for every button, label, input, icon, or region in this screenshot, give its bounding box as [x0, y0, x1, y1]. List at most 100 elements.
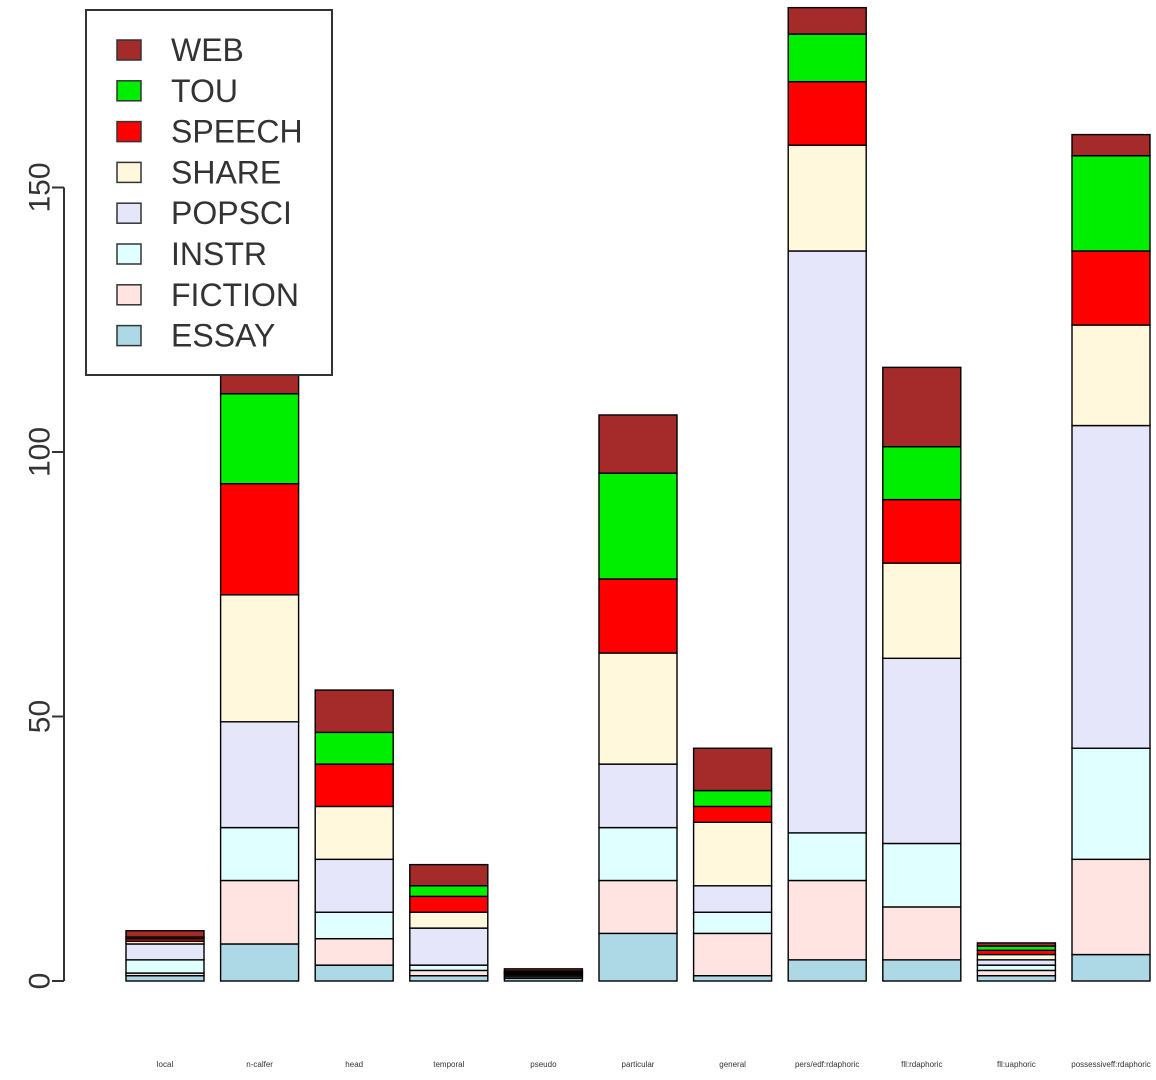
- legend-label-web: WEB: [171, 32, 244, 68]
- bar-n-calfer-instr: [219, 826, 300, 882]
- bar-fll-rdaphoric-speech: [882, 498, 962, 564]
- bar-particular-essay: [598, 932, 678, 982]
- bar-fll-rdaphoric-popsci: [882, 657, 962, 845]
- bar-temporal-instr: [409, 964, 489, 972]
- bar-possessiveff-rdaphoric-share: [1071, 324, 1151, 427]
- bar-possessiveff-rdaphoric-web: [1071, 133, 1151, 157]
- bar-temporal-essay: [409, 975, 489, 982]
- bar-n-calfer-essay: [219, 943, 300, 982]
- bar-n-calfer-fiction: [219, 879, 300, 945]
- y-axis: 0 50 100 150: [24, 162, 65, 989]
- bar-fll-uaphoric-web: [976, 942, 1057, 947]
- legend-swatch-speech: [116, 120, 142, 143]
- bar-fll-uaphoric-share: [976, 953, 1057, 961]
- bar-head-share: [314, 805, 394, 861]
- bar-general-share: [692, 821, 773, 887]
- bar-local-instr: [125, 959, 205, 974]
- x-tick-label-n-calfer: n-calfer: [246, 1060, 273, 1069]
- bar-general-instr: [692, 911, 773, 935]
- x-tick-label-head: head: [345, 1060, 363, 1069]
- bar-head-tou: [314, 731, 394, 765]
- legend-swatch-instr: [116, 243, 142, 265]
- bar-particular-instr: [598, 826, 678, 882]
- bar-head-speech: [314, 763, 394, 808]
- legend-swatch-share: [116, 161, 142, 184]
- bar-fll-rdaphoric-web: [882, 366, 962, 448]
- bar-head-web: [314, 689, 394, 734]
- bar-particular-tou: [598, 472, 678, 580]
- legend-swatch-fiction: [116, 284, 142, 306]
- legend-label-tou: TOU: [171, 73, 238, 109]
- y-tick-label: 50: [24, 700, 57, 733]
- bar-fll-uaphoric-essay: [976, 975, 1057, 982]
- x-tick-label-pseudo: pseudo: [530, 1060, 557, 1069]
- bar-head-essay: [314, 964, 394, 982]
- bar-possessiveff-rdaphoric-fiction: [1071, 858, 1151, 956]
- bar-fll-rdaphoric-share: [882, 562, 962, 660]
- legend-label-popsci: POPSCI: [171, 195, 292, 231]
- bar-n-calfer-speech: [219, 483, 300, 596]
- bar-general-fiction: [692, 932, 773, 977]
- legend: WEB TOU SPEECH SHARE POPSCI INSTR FICTION ESSAY: [85, 9, 333, 376]
- bar-possessiveff-rdaphoric-speech: [1071, 250, 1151, 326]
- bar-fll-uaphoric-popsci: [976, 959, 1057, 966]
- bar-particular-popsci: [598, 763, 678, 829]
- bar-possessiveff-rdaphoric-popsci: [1071, 424, 1151, 749]
- x-tick-label-local: local: [157, 1060, 174, 1069]
- bar-particular-fiction: [598, 879, 678, 935]
- x-tick-label-temporal: temporal: [433, 1060, 464, 1069]
- bar-general-web: [692, 747, 773, 792]
- bar-pers-edf-rdaphoric-tou: [787, 33, 867, 83]
- bar-pseudo-web: [503, 968, 584, 972]
- bar-general-tou: [692, 789, 773, 808]
- legend-label-share: SHARE: [171, 154, 281, 190]
- bar-temporal-speech: [409, 895, 489, 913]
- bar-particular-share: [598, 652, 678, 765]
- bars-group: [125, 6, 1151, 982]
- x-tick-labels: local n-calfer head temporal pseudo particula…: [157, 1060, 1151, 1069]
- bar-n-calfer-share: [219, 594, 300, 723]
- bar-fll-rdaphoric-tou: [882, 446, 962, 501]
- x-tick-label-pers-edf-rdaphoric: pers/edf:rdaphoric: [795, 1060, 859, 1069]
- bar-general-essay: [692, 975, 773, 982]
- bar-temporal-web: [409, 863, 489, 887]
- bar-local-web: [125, 930, 205, 938]
- bar-temporal-popsci: [409, 927, 489, 966]
- legend-swatch-essay: [116, 324, 142, 347]
- bar-local-popsci: [125, 943, 205, 961]
- bar-fll-rdaphoric-instr: [882, 842, 962, 908]
- bar-n-calfer-tou: [219, 393, 300, 485]
- bar-n-calfer-popsci: [219, 721, 300, 829]
- bar-head-fiction: [314, 937, 394, 966]
- y-tick-label: 100: [24, 427, 57, 477]
- bar-fll-rdaphoric-fiction: [882, 906, 962, 961]
- bar-particular-web: [598, 414, 678, 474]
- bar-fll-uaphoric-instr: [976, 964, 1057, 972]
- bar-particular-speech: [598, 578, 678, 654]
- bar-possessiveff-rdaphoric-essay: [1071, 953, 1151, 982]
- bar-fll-uaphoric-fiction: [976, 969, 1057, 977]
- legend-label-essay: ESSAY: [171, 318, 275, 354]
- x-tick-label-particular: particular: [622, 1060, 655, 1069]
- bar-temporal-tou: [409, 885, 489, 898]
- bar-pers-edf-rdaphoric-share: [787, 144, 867, 252]
- x-tick-label-fll-rdaphoric: fll:rdaphoric: [901, 1060, 942, 1069]
- x-tick-label-possessiveff-rdaphoric: possessiveff:rdaphoric: [1071, 1060, 1150, 1069]
- bar-fll-rdaphoric-essay: [882, 959, 962, 982]
- x-tick-label-general: general: [719, 1060, 746, 1069]
- x-tick-label-fll-uaphoric: fll:uaphoric: [997, 1060, 1036, 1069]
- bar-pers-edf-rdaphoric-popsci: [787, 250, 867, 834]
- bar-temporal-share: [409, 911, 489, 929]
- bar-general-popsci: [692, 885, 773, 913]
- y-tick-label: 0: [24, 973, 57, 990]
- legend-label-fiction: FICTION: [171, 277, 299, 313]
- bar-pers-edf-rdaphoric-fiction: [787, 879, 867, 961]
- bar-possessiveff-rdaphoric-instr: [1071, 747, 1151, 861]
- legend-box: [85, 9, 333, 376]
- bar-head-popsci: [314, 858, 394, 913]
- bar-head-instr: [314, 911, 394, 940]
- bar-pers-edf-rdaphoric-web: [787, 6, 867, 35]
- legend-swatch-popsci: [116, 202, 142, 224]
